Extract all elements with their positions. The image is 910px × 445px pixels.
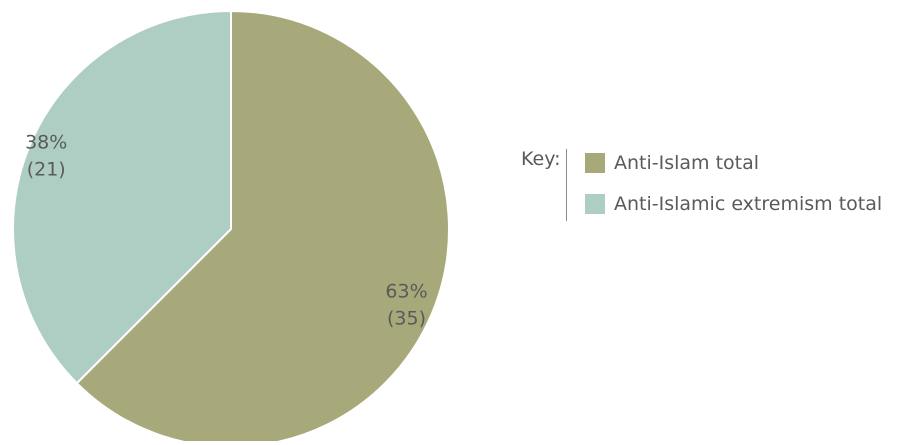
legend: Key: Anti-Islam total Anti-Islamic extre… [521, 146, 906, 222]
legend-swatch-anti-islam-total [585, 153, 605, 173]
legend-item-anti-islam-total: Anti-Islam total [585, 150, 759, 176]
legend-label-anti-islam-total: Anti-Islam total [614, 152, 760, 174]
pie-label-percent-anti-islam-total: 63% [385, 281, 427, 303]
pie-label-count-anti-islam-total: (35) [387, 308, 426, 330]
legend-title: Key: [521, 148, 561, 170]
pie-label-count-anti-islamic-extremism-total: (21) [27, 158, 66, 180]
legend-label-anti-islamic-extremism-total: Anti-Islamic extremism total [614, 193, 883, 215]
pie-label-percent-anti-islamic-extremism-total: 38% [25, 131, 67, 153]
pie-slice-anti-islamic-extremism-total [12, 9, 232, 385]
legend-swatch-anti-islamic-extremism-total [585, 194, 605, 214]
legend-item-anti-islamic-extremism-total: Anti-Islamic extremism total [585, 191, 882, 217]
legend-divider [566, 149, 567, 221]
